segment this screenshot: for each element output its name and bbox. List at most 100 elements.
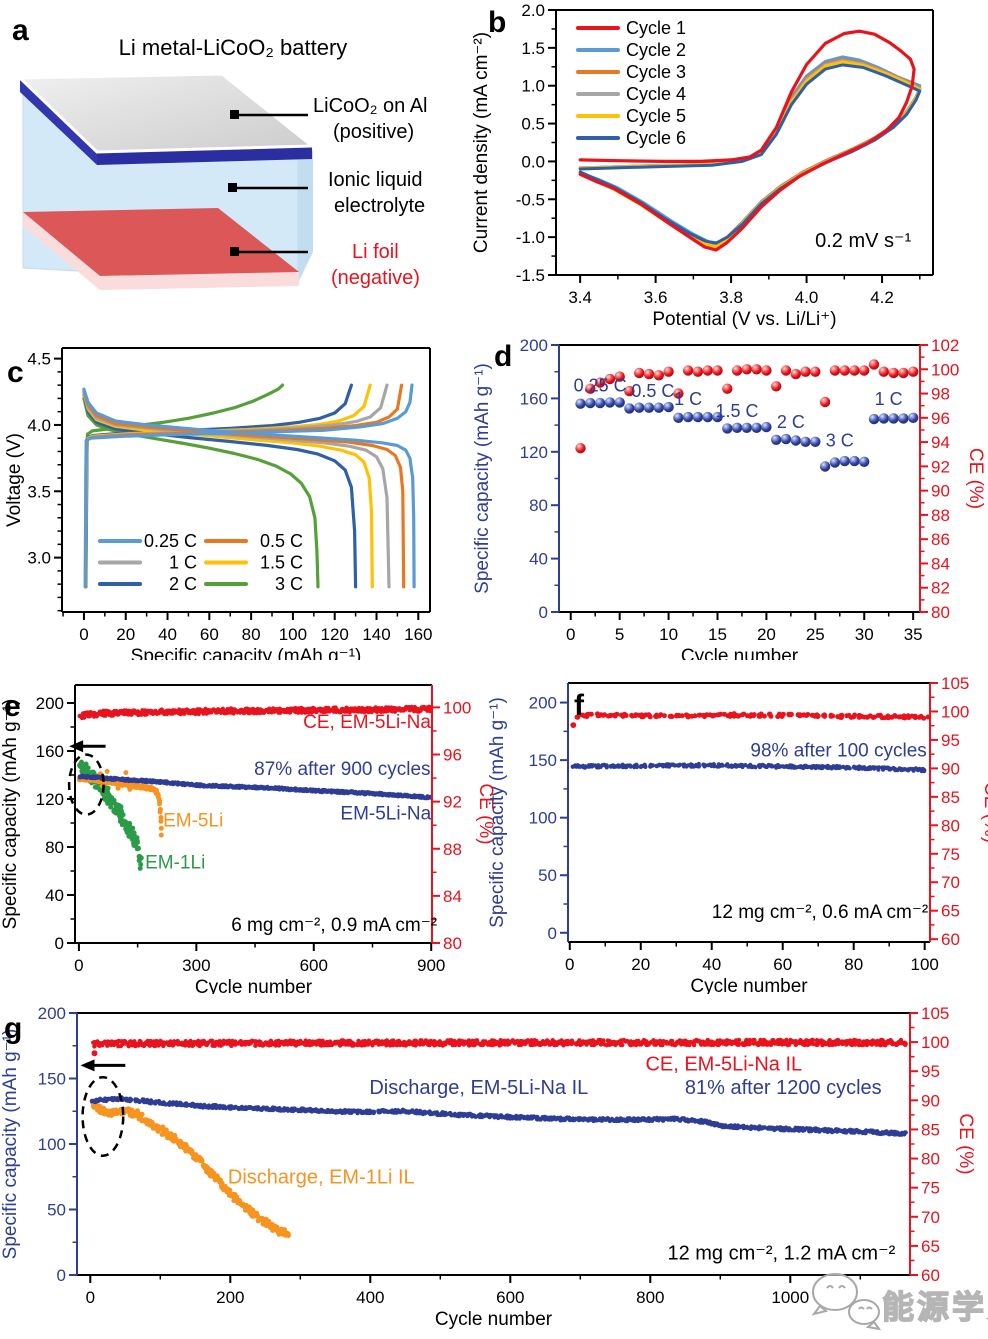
svg-text:65: 65 [941, 902, 960, 921]
y2-axis: 80 84 88 92 96 100 CE (%) [432, 698, 496, 953]
x-axis: 3.4 3.6 3.8 4.0 4.2 Potential (V vs. Li/Li⁺) [568, 275, 921, 330]
annotation: 0.5 C [631, 381, 674, 401]
y-axis-title: Voltage (V) [4, 433, 25, 527]
legend-label: 0.5 C [260, 531, 303, 551]
y-axis-title: Specific capacity (mAh g⁻¹) [0, 1029, 21, 1260]
annotation: 1 C [875, 389, 903, 409]
annotation: EM-5Li [163, 811, 223, 832]
series-CE-EM-5Li-Na-IL [91, 1037, 908, 1049]
y2-axis: 80 82 84 86 88 90 92 94 96 98 100 102 CE (%) [920, 336, 986, 622]
svg-text:75: 75 [941, 845, 960, 864]
svg-text:80: 80 [941, 816, 960, 835]
svg-text:60: 60 [200, 625, 219, 644]
chart-f: 0 20 40 60 80 100 Cycle number 0 50 100 150 200 Spec… [487, 674, 988, 997]
svg-text:20: 20 [757, 625, 776, 644]
series-cycle-6 [578, 63, 922, 245]
y-axis: 0 40 80 120 160 200 Specific capacity (mAh g⁻¹… [472, 336, 559, 622]
highlight-ellipse [81, 1075, 125, 1158]
annotation: 3 C [826, 430, 854, 450]
anode-label-1: Li foil [352, 241, 399, 263]
x-axis: 0 20 40 60 80 100 Cycle number [565, 942, 939, 997]
svg-text:0: 0 [74, 956, 83, 975]
annotation: Discharge, EM-5Li-Na IL [369, 1077, 588, 1099]
annotation: CE, EM-5Li-Na [303, 712, 431, 733]
series-coulombic-efficiency [575, 359, 919, 454]
svg-text:105: 105 [941, 674, 969, 693]
series-coulombic-efficiency [574, 711, 931, 721]
panel-e: 0 300 600 900 Cycle number 0 40 80 120 160 200 Spec… [0, 660, 500, 998]
svg-text:102: 102 [931, 336, 959, 355]
svg-text:88: 88 [931, 506, 950, 525]
annotation: Discharge, EM-1Li IL [228, 1166, 415, 1188]
svg-text:60: 60 [941, 930, 960, 949]
series-discharge-EM-5Li-Na-IL [89, 1095, 908, 1137]
svg-text:30: 30 [855, 625, 874, 644]
svg-text:0: 0 [55, 934, 64, 953]
separator-strip-left [20, 79, 97, 165]
annotation: 12 mg cm⁻², 1.2 mA cm⁻² [667, 1242, 895, 1264]
series-0p25C-discharge [82, 387, 416, 589]
x-axis-title: Cycle number [435, 1309, 553, 1330]
svg-text:100: 100 [529, 809, 557, 828]
watermark-text: 能源学人 [882, 1289, 988, 1325]
annotation: 98% after 100 cycles [750, 741, 926, 762]
panel-c: 0 20 40 60 80 100 120 140 160 Specific capacity (… [0, 330, 462, 667]
annotation: EM-1Li [145, 853, 205, 874]
annotation: 81% after 1200 cycles [685, 1077, 882, 1099]
legend-label: 2 C [169, 574, 197, 594]
svg-text:200: 200 [529, 694, 557, 713]
svg-text:3.6: 3.6 [644, 288, 668, 307]
svg-text:1.5: 1.5 [521, 39, 545, 58]
chart-c: 0 20 40 60 80 100 120 140 160 Specific capacity (… [4, 347, 432, 667]
svg-text:70: 70 [941, 873, 960, 892]
y-axis-title: Current density (mA cm⁻²) [471, 32, 492, 253]
panel-b-letter: b [488, 6, 506, 39]
series-layer [89, 1037, 908, 1239]
svg-text:160: 160 [404, 625, 432, 644]
series-capacity [575, 397, 919, 472]
arrow-to-axis [69, 740, 106, 753]
svg-text:300: 300 [182, 956, 210, 975]
svg-text:4.5: 4.5 [27, 350, 51, 369]
wechat-icon [811, 1273, 882, 1331]
panel-c-letter: c [7, 356, 24, 389]
svg-text:80: 80 [931, 603, 950, 622]
svg-text:4.0: 4.0 [795, 288, 819, 307]
x-axis-title: Cycle number [690, 976, 808, 994]
svg-text:1.0: 1.0 [521, 77, 545, 96]
panel-e-letter: e [4, 690, 21, 723]
series-CE-EM-5Li-Na [77, 704, 434, 721]
panel-f: 0 20 40 60 80 100 Cycle number 0 50 100 150 200 Spec… [470, 660, 988, 997]
svg-text:2.0: 2.0 [521, 1, 545, 20]
highlight-ellipse [67, 753, 105, 816]
svg-text:0: 0 [565, 955, 574, 974]
series-3C-discharge [82, 396, 320, 589]
panel-a-title: Li metal-LiCoO₂ battery [119, 35, 348, 60]
svg-text:20: 20 [116, 625, 135, 644]
svg-text:0: 0 [548, 924, 557, 943]
svg-text:10: 10 [659, 625, 678, 644]
svg-text:80: 80 [443, 934, 462, 953]
annotation: 0.2 mV s⁻¹ [815, 230, 911, 252]
x-axis-title: Cycle number [195, 977, 313, 994]
series-layer [570, 711, 931, 774]
svg-text:92: 92 [931, 457, 950, 476]
svg-text:96: 96 [443, 746, 462, 765]
svg-text:100: 100 [941, 702, 969, 721]
svg-text:50: 50 [538, 866, 557, 885]
annotation: 2 C [777, 412, 805, 432]
cathode-label-1: LiCoO₂ on Al [313, 95, 428, 117]
svg-text:60: 60 [773, 955, 792, 974]
svg-text:200: 200 [520, 336, 548, 355]
series-layer [82, 383, 416, 589]
series-layer [575, 359, 919, 472]
svg-text:100: 100 [279, 625, 307, 644]
electrolyte-label-1: Ionic liquid [328, 169, 423, 191]
svg-text:4.2: 4.2 [870, 288, 894, 307]
svg-text:0.0: 0.0 [521, 152, 545, 171]
svg-text:-1.0: -1.0 [516, 228, 545, 247]
legend-label: 0.25 C [144, 531, 197, 551]
